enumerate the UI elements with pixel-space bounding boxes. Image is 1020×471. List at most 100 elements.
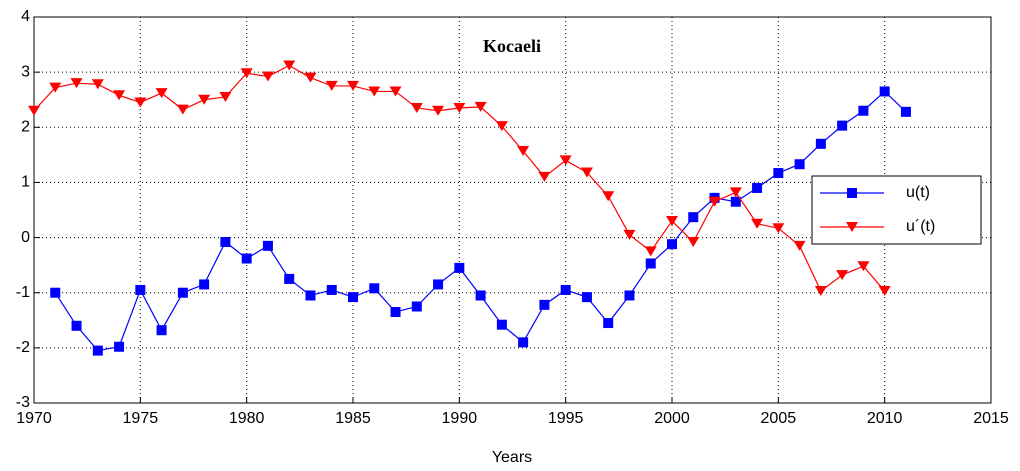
- marker: [517, 145, 530, 156]
- marker: [70, 78, 83, 89]
- marker: [879, 86, 890, 97]
- marker: [261, 71, 274, 82]
- marker: [92, 345, 103, 356]
- marker: [155, 88, 168, 99]
- marker: [837, 120, 848, 131]
- legend-marker: [847, 188, 857, 198]
- y-tick-label: 3: [21, 63, 30, 80]
- marker: [368, 86, 381, 97]
- marker: [134, 97, 147, 108]
- marker: [667, 239, 677, 250]
- marker: [559, 155, 572, 166]
- marker: [176, 104, 189, 115]
- x-tick-label: 2005: [761, 410, 797, 427]
- marker: [474, 101, 487, 112]
- marker: [410, 102, 423, 113]
- x-tick-label: 1995: [548, 410, 584, 427]
- marker: [602, 191, 615, 202]
- marker: [240, 68, 253, 79]
- marker: [135, 284, 146, 295]
- marker: [495, 121, 508, 132]
- y-tick-label: -1: [16, 284, 30, 301]
- marker: [475, 290, 486, 301]
- x-tick-label: 1970: [16, 410, 52, 427]
- y-tick-label: 0: [21, 229, 30, 246]
- y-tick-label: 4: [21, 8, 30, 25]
- marker: [772, 223, 785, 234]
- marker: [836, 270, 849, 281]
- marker: [878, 286, 891, 297]
- marker: [411, 301, 422, 312]
- x-tick-label: 1975: [123, 410, 159, 427]
- marker: [687, 236, 700, 247]
- marker: [50, 287, 61, 298]
- marker: [262, 240, 273, 251]
- y-tick-label: -2: [16, 339, 30, 356]
- marker: [815, 138, 826, 149]
- x-axis-label: Years: [492, 449, 532, 466]
- marker: [390, 307, 401, 318]
- marker: [814, 286, 827, 297]
- marker: [560, 284, 571, 295]
- marker: [645, 258, 656, 269]
- marker: [199, 279, 210, 290]
- legend-box: [811, 175, 982, 245]
- marker: [220, 236, 231, 247]
- marker: [773, 168, 784, 179]
- marker: [580, 167, 593, 178]
- x-tick-label: 2010: [867, 410, 903, 427]
- marker: [113, 90, 126, 101]
- marker: [433, 279, 444, 290]
- x-tick-label: 1980: [229, 410, 265, 427]
- marker: [326, 284, 337, 295]
- legend-label: u´(t): [906, 218, 935, 235]
- x-tick-label: 2015: [973, 410, 1009, 427]
- marker: [325, 80, 338, 91]
- marker: [305, 290, 316, 301]
- legend-marker: [846, 222, 858, 232]
- legend-label: u(t): [906, 184, 930, 201]
- y-tick-label: 1: [21, 174, 30, 191]
- x-tick-label: 1985: [335, 410, 371, 427]
- marker: [603, 318, 614, 329]
- chart-title: Kocaeli: [483, 36, 541, 56]
- marker: [304, 72, 317, 83]
- marker: [49, 82, 62, 93]
- marker: [389, 86, 402, 97]
- marker: [518, 337, 529, 348]
- marker: [219, 91, 232, 102]
- marker: [369, 283, 380, 294]
- marker: [708, 196, 721, 207]
- marker: [624, 290, 635, 301]
- marker: [538, 171, 551, 182]
- marker: [453, 102, 466, 113]
- marker: [454, 262, 465, 273]
- marker: [114, 341, 125, 352]
- marker: [156, 325, 167, 336]
- marker: [71, 320, 82, 331]
- y-tick-label: -3: [16, 394, 30, 411]
- marker: [900, 106, 911, 117]
- marker: [496, 319, 507, 330]
- y-tick-label: 2: [21, 119, 30, 136]
- marker: [539, 299, 550, 310]
- marker: [177, 287, 188, 298]
- x-tick-label: 1990: [442, 410, 478, 427]
- marker: [283, 60, 296, 71]
- marker: [666, 216, 678, 227]
- marker: [857, 261, 870, 272]
- marker: [729, 187, 742, 198]
- marker: [284, 273, 295, 284]
- marker: [794, 159, 805, 170]
- marker: [644, 246, 657, 257]
- marker: [347, 80, 359, 91]
- marker: [858, 105, 869, 116]
- marker: [28, 105, 40, 116]
- marker: [793, 240, 806, 251]
- marker: [91, 79, 104, 90]
- marker: [752, 182, 763, 193]
- marker: [623, 229, 636, 240]
- marker: [432, 105, 445, 116]
- marker: [198, 94, 211, 105]
